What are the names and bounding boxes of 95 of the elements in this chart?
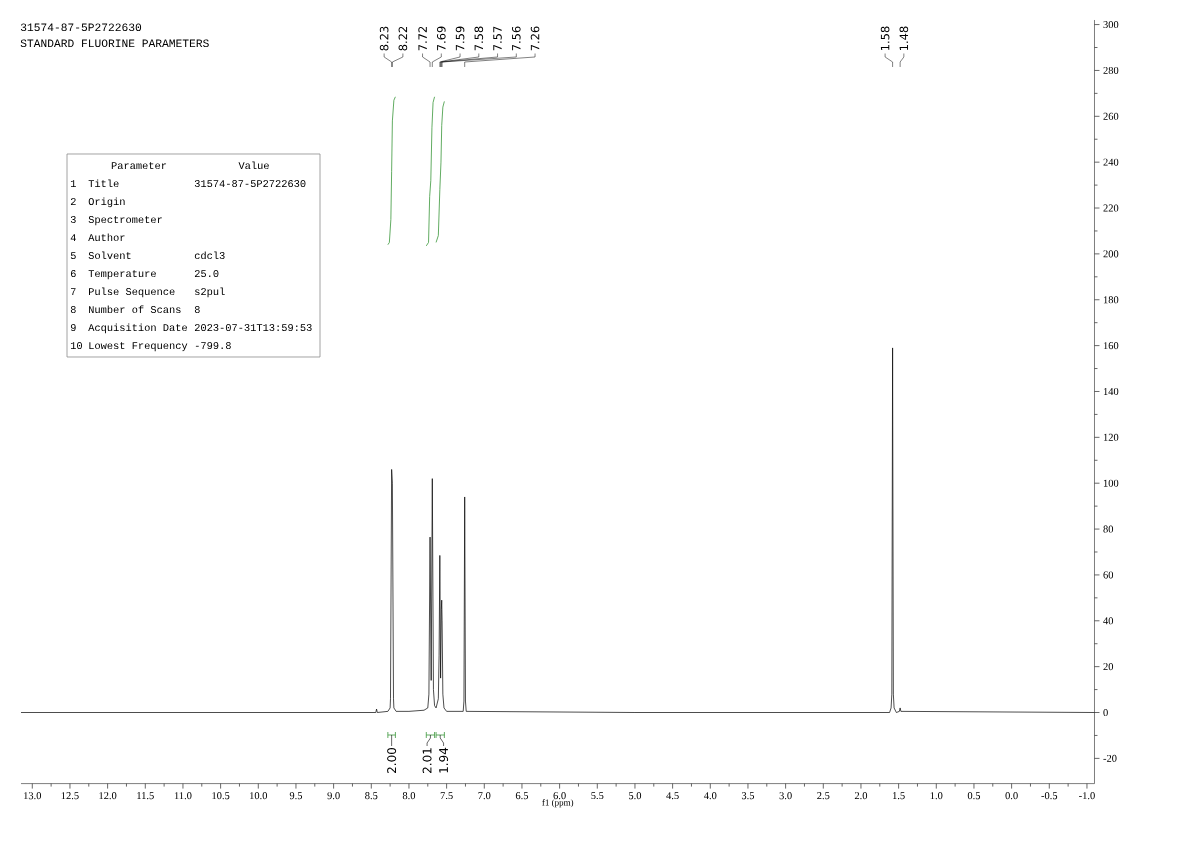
x-tick-label: 1.0 xyxy=(930,792,943,800)
x-tick-label: 3.5 xyxy=(741,792,755,800)
x-tick-label: 11.0 xyxy=(174,792,192,800)
y-tick-label: 160 xyxy=(1103,342,1119,350)
y-tick-label: 40 xyxy=(1103,617,1114,625)
annotation: 7.56 xyxy=(511,26,521,51)
x-tick-label: 1.5 xyxy=(893,792,905,800)
text: STANDARD FLUORINE PARAMETERS xyxy=(20,39,209,48)
y-tick-label: 20 xyxy=(1103,663,1114,671)
line-series xyxy=(387,96,396,246)
y-tick-label: 180 xyxy=(1103,296,1119,304)
x-tick-label: 9.0 xyxy=(327,792,340,800)
annotation: 8 xyxy=(70,306,76,314)
annotation: Title xyxy=(88,179,119,188)
annotation: 2 xyxy=(70,198,76,205)
y-tick-label: 120 xyxy=(1103,433,1119,441)
x-tick-label: 0.0 xyxy=(1005,792,1018,800)
annotation: 8.23 xyxy=(379,26,389,51)
x-tick-label: -0.5 xyxy=(1041,792,1058,800)
y-tick-label: 280 xyxy=(1103,66,1119,74)
x-tick-label: 2.5 xyxy=(817,792,830,800)
y-tick-label: 60 xyxy=(1103,571,1114,579)
annotation: Acquisition Date xyxy=(88,323,187,334)
y-tick-label: 0 xyxy=(1103,708,1108,717)
annotation: 7.26 xyxy=(530,26,540,51)
x-axis-title: f1 (ppm) xyxy=(542,799,574,808)
chart-title: 31574-87-5P2722630 xyxy=(20,23,142,32)
annotation: 1.58 xyxy=(880,26,890,51)
annotation: Pulse Sequence xyxy=(89,287,175,298)
annotation: Solvent xyxy=(88,251,131,260)
annotation: 8.22 xyxy=(398,26,408,51)
line-series xyxy=(435,100,445,243)
annotation: 2.00 xyxy=(387,748,397,773)
x-tick-label: 13.0 xyxy=(24,792,42,800)
annotation: 8 xyxy=(194,306,200,314)
x-tick-label: 5.5 xyxy=(591,792,604,800)
annotation: 4 xyxy=(70,234,76,241)
annotation: 31574-87-5P2722630 xyxy=(194,180,306,188)
annotation: -799.8 xyxy=(195,342,231,350)
annotation: Value xyxy=(238,161,269,170)
y-tick-label: 140 xyxy=(1103,387,1119,396)
x-tick-label: 0.5 xyxy=(967,792,981,800)
y-tick-label: 260 xyxy=(1103,112,1119,120)
y-tick-label: 220 xyxy=(1103,204,1119,212)
annotation: 2.01 xyxy=(422,748,432,773)
annotation: 7.57 xyxy=(493,26,502,51)
annotation: Origin xyxy=(88,197,125,208)
x-tick-label: 12.5 xyxy=(61,792,79,800)
annotation: Lowest Frequency xyxy=(89,342,188,352)
annotation: 1.48 xyxy=(899,26,909,51)
x-tick-label: 7.0 xyxy=(478,792,491,800)
line-series xyxy=(425,96,435,247)
annotation: Number of Scans xyxy=(89,305,181,314)
x-tick-label: 4.0 xyxy=(703,792,717,800)
x-tick-label: 8.5 xyxy=(365,792,378,800)
annotation: Parameter xyxy=(111,162,167,170)
annotation: 7 xyxy=(71,288,76,295)
annotation: Spectrometer xyxy=(88,216,162,226)
x-tick-label: 3.0 xyxy=(779,792,792,800)
x-tick-label: 6.0 xyxy=(553,792,566,800)
x-tick-label: 10.0 xyxy=(250,792,268,800)
x-tick-label: 11.5 xyxy=(137,792,154,800)
x-tick-label: 9.5 xyxy=(289,792,303,800)
x-tick-label: 4.5 xyxy=(666,792,679,800)
annotation: 2023-07-31T13:59:53 xyxy=(194,324,312,332)
annotation: 25.0 xyxy=(194,270,219,278)
annotation: 1 xyxy=(70,180,76,187)
x-tick-label: 12.0 xyxy=(99,792,117,800)
y-tick-label: -20 xyxy=(1103,754,1117,762)
x-tick-label: 2.0 xyxy=(854,792,868,800)
x-tick-label: 5.0 xyxy=(629,792,642,800)
y-tick-label: 100 xyxy=(1103,479,1119,487)
annotation: 9 xyxy=(70,324,76,332)
annotation: 10 xyxy=(70,342,82,350)
y-tick-label: 80 xyxy=(1103,525,1114,533)
annotation: 1.94 xyxy=(439,747,449,773)
annotation: 7.72 xyxy=(418,26,427,51)
annotation: 7.58 xyxy=(474,26,484,51)
y-tick-label: 240 xyxy=(1103,158,1119,166)
annotation: s2pul xyxy=(195,287,225,298)
x-tick-label: 10.5 xyxy=(212,792,230,800)
annotation: Temperature xyxy=(88,270,156,280)
y-tick-label: 200 xyxy=(1103,250,1119,258)
annotation: cdcl3 xyxy=(194,251,225,260)
x-tick-label: 7.5 xyxy=(440,792,453,800)
x-tick-label: 8.0 xyxy=(402,792,416,800)
y-tick-label: 300 xyxy=(1103,21,1119,29)
annotation: Author xyxy=(88,233,125,242)
annotation: 3 xyxy=(70,216,76,224)
annotation: 7.69 xyxy=(436,26,446,51)
x-tick-label: 6.5 xyxy=(515,792,529,800)
annotation: 7.59 xyxy=(455,26,465,51)
annotation: 6 xyxy=(70,270,76,278)
x-tick-label: -1.0 xyxy=(1079,792,1095,800)
annotation: 5 xyxy=(70,252,76,260)
